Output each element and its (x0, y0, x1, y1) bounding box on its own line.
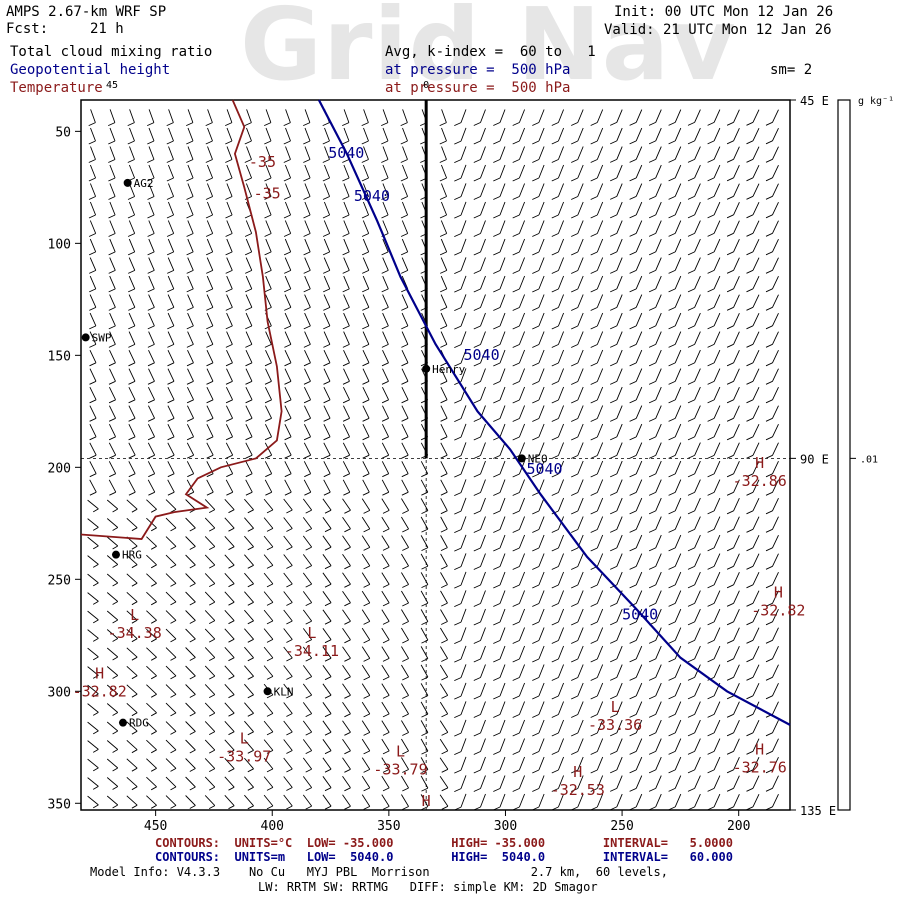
station-dot (123, 178, 132, 187)
station-dot (422, 364, 431, 373)
x-tick-label: 200 (727, 819, 750, 834)
station-dot (111, 550, 120, 559)
extremum-marker: H (774, 584, 783, 602)
station-label: RDG (129, 717, 149, 730)
extremum-marker: H (422, 792, 431, 810)
right-axis: 45 E 90 E 135 E 45 0 .01 g kg⁻¹ (106, 80, 894, 818)
right-label-bg (796, 92, 834, 107)
station-dot (263, 687, 272, 696)
station-label: AG2 (134, 177, 154, 190)
colorbar-unit: g kg⁻¹ (858, 96, 894, 107)
height-contour-label: 5040 (526, 460, 562, 478)
extremum-marker: L (240, 729, 249, 747)
y-tick-label: 300 (48, 685, 71, 700)
extremum-value: -34.38 (108, 624, 162, 642)
top-marker: 45 (106, 80, 118, 91)
extremum-value: -32.82 (751, 602, 805, 620)
model-title: AMPS 2.67-km WRF SP (6, 4, 167, 20)
x-tick-label: 400 (261, 819, 284, 834)
right-label-bg (796, 802, 834, 817)
right-axis-label: 90 E (800, 452, 829, 466)
extremum-value: -32.76 (733, 758, 787, 776)
x-tick-label: 300 (494, 819, 517, 834)
height-contour-label: 5040 (463, 346, 499, 364)
wind-barbs (87, 109, 779, 811)
forecast-value: 21 h (90, 21, 124, 37)
axis-ticks: 450 400 350 300 250 200 50 100 150 200 250 300 350 (48, 125, 751, 834)
y-tick-label: 350 (48, 797, 71, 812)
top-marker-center: 0 (423, 80, 429, 91)
pressure-red: at pressure = 500 hPa (385, 80, 571, 96)
extremum-value: -34.11 (285, 642, 339, 660)
field-temperature: Temperature (10, 80, 103, 96)
init-time: Init: 00 UTC Mon 12 Jan 26 (614, 4, 834, 20)
temperature-contour-label: -35 (249, 153, 276, 171)
x-tick-label: 350 (377, 819, 400, 834)
y-tick-label: 50 (55, 125, 71, 140)
right-axis-label: 135 E (800, 804, 836, 818)
extremum-value: -33.97 (217, 747, 271, 765)
height-contour (317, 99, 791, 726)
model-info-line2: LW: RRTM SW: RRTMG DIFF: simple KM: 2D S… (258, 880, 598, 894)
field-geopotential: Geopotential height (10, 62, 171, 78)
field-cloud-mixing: Total cloud mixing ratio (10, 44, 213, 60)
colorbar-frame (837, 99, 851, 811)
station-dot (118, 718, 127, 727)
extremum-value: -32.86 (733, 472, 787, 490)
plot-border (80, 99, 791, 811)
model-info-line1: Model Info: V4.3.3 No Cu MYJ PBL Morriso… (90, 865, 668, 879)
extremum-value: -32.82 (73, 682, 127, 700)
colorbar-label: .01 (860, 454, 878, 465)
extremum-marker: H (573, 763, 582, 781)
extremum-value: -33.79 (373, 761, 427, 779)
stations: AG2 SWP Henry NEO HRG KLN RDG (81, 177, 548, 730)
right-label-bg (796, 450, 834, 466)
extremum-marker: H (755, 740, 764, 758)
contours: 5040 5040 5040 5040 5040 -35 -35 (80, 99, 791, 726)
smoothing-label: sm= 2 (770, 62, 813, 78)
temperature-contour-label: -35 (254, 185, 281, 203)
y-tick-label: 250 (48, 573, 71, 588)
extremum-value: -33.36 (588, 716, 642, 734)
extremum-marker: H (95, 664, 104, 682)
temperature-contour (80, 99, 283, 540)
watermark-text: Grid Nav (240, 0, 737, 103)
plot-frame (80, 99, 791, 811)
extremum-marker: L (307, 624, 316, 642)
station-label: KLN (274, 685, 294, 698)
station-label: Henry (432, 363, 465, 376)
height-contour-label: 5040 (622, 606, 658, 624)
footer-red-contours: CONTOURS: UNITS=°C LOW= -35.000 HIGH= -3… (155, 836, 733, 850)
x-tick-label: 450 (144, 819, 167, 834)
extremum-marker: L (130, 606, 139, 624)
footer-blue-contours: CONTOURS: UNITS=m LOW= 5040.0 HIGH= 5040… (155, 850, 733, 864)
pressure-blue: at pressure = 500 hPa (385, 62, 571, 78)
extremum-marker: L (611, 698, 620, 716)
avg-k-index: Avg, k-index = 60 to 1 (385, 44, 596, 60)
extremum-value: -32.53 (551, 781, 605, 799)
station-label: SWP (92, 331, 112, 344)
wind-barb-field (87, 109, 779, 811)
forecast-label: Fcst: (6, 21, 49, 37)
y-tick-label: 150 (48, 349, 71, 364)
right-axis-label: 45 E (800, 94, 829, 108)
station-label: NEO (528, 452, 548, 465)
extrema-labels: H-32.86L-34.38 L-34.11H-32.82H-32.82L-33.… (73, 454, 806, 810)
y-tick-label: 100 (48, 237, 71, 252)
station-dot (517, 454, 526, 463)
extremum-marker: L (396, 743, 405, 761)
station-label: HRG (122, 549, 142, 562)
x-tick-label: 250 (610, 819, 633, 834)
height-contour-label: 5040 (354, 187, 390, 205)
y-tick-label: 200 (48, 461, 71, 476)
valid-time: Valid: 21 UTC Mon 12 Jan 26 (604, 22, 832, 38)
station-dot (81, 333, 90, 342)
height-contour-label: 5040 (328, 144, 364, 162)
extremum-marker: H (755, 454, 764, 472)
